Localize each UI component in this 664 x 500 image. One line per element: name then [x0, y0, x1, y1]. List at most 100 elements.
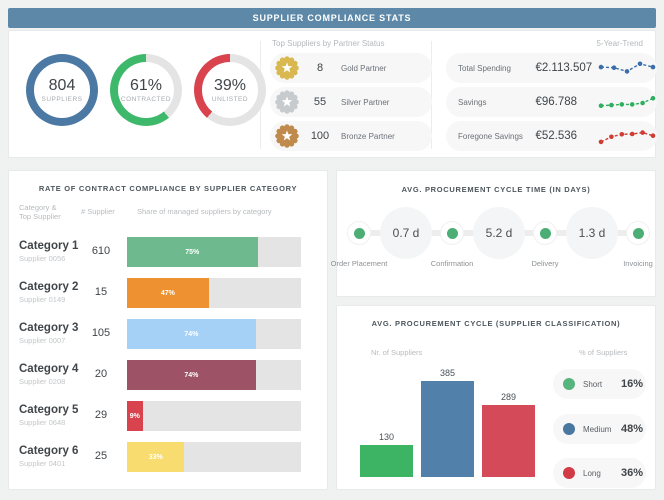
green-dot-icon [632, 227, 644, 239]
duration-bubble-2[interactable]: 5.2 d [473, 207, 525, 259]
legend-dot-long-icon [563, 467, 575, 479]
compliance-bar[interactable]: 74% [127, 319, 256, 349]
category-label: Category 1 [19, 240, 79, 252]
suppliers-count: 804 [48, 77, 76, 94]
compliance-bar-track: 47% [127, 278, 301, 308]
supplier-count: 105 [91, 327, 111, 339]
foregone-savings-label: Foregone Savings [458, 131, 523, 141]
category-label: Category 5 [19, 404, 79, 416]
compliance-bar[interactable]: 75% [127, 237, 258, 267]
compliance-row: Category 6 Supplier 0401 25 33% [9, 442, 327, 472]
gold-partner-row[interactable]: 8 Gold Partner [270, 53, 432, 83]
col-header-share: Share of managed suppliers by category [137, 207, 272, 216]
foregone-savings-sparkline [597, 124, 657, 148]
silver-partner-count: 55 [313, 96, 327, 108]
partner-status-heading: Top Suppliers by Partner Status [272, 39, 385, 48]
legend-dot-short-icon [563, 378, 575, 390]
legend-item-long[interactable]: Long 36% [553, 458, 646, 488]
total-spending-value: €2.113.507 [535, 62, 593, 74]
legend-item-short[interactable]: Short 16% [553, 369, 646, 399]
compliance-bar-track: 74% [127, 319, 301, 349]
compliance-row: Category 2 Supplier 0149 15 47% [9, 278, 327, 308]
bronze-partner-row[interactable]: 100 Bronze Partner [270, 121, 432, 151]
bronze-partner-label: Bronze Partner [341, 131, 395, 141]
compliance-bar[interactable]: 47% [127, 278, 209, 308]
dashboard-title: SUPPLIER COMPLIANCE STATS [8, 8, 656, 28]
compliance-row: Category 5 Supplier 0648 29 9% [9, 401, 327, 431]
legend-percent-medium: 48% [621, 423, 644, 435]
kpi-panel: 804 SUPPLIERS 61% CONTRACTED 39% UNLISTED T… [8, 30, 657, 158]
compliance-percent-label: 74% [184, 330, 199, 338]
stage-node-confirmation[interactable] [441, 222, 463, 244]
classification-panel: AVG. PROCUREMENT CYCLE (SUPPLIER CLASSIF… [336, 305, 656, 490]
top-supplier-label: Supplier 0648 [19, 418, 66, 427]
category-label: Category 3 [19, 322, 79, 334]
cycle-time-panel: AVG. PROCUREMENT CYCLE TIME (IN DAYS) 0.… [331, 170, 656, 297]
unlisted-donut-chart[interactable]: 39% UNLISTED [194, 54, 266, 126]
supplier-count: 29 [94, 409, 108, 421]
stage-label-delivery: Delivery [531, 259, 559, 268]
five-year-trend-heading: 5-Year-Trend [596, 39, 643, 48]
medium-bar [421, 381, 474, 477]
long-bar-column[interactable]: 289 [482, 392, 535, 477]
foregone-savings-value: €52.536 [535, 130, 578, 142]
compliance-bar[interactable]: 9% [127, 401, 143, 431]
legend-item-medium[interactable]: Medium 48% [553, 414, 646, 444]
short-bar-value: 130 [378, 432, 395, 442]
total-spending-sparkline [597, 56, 657, 80]
stage-label-order-placement: Order Placement [330, 259, 388, 268]
left-axis-label: Nr. of Suppliers [371, 348, 423, 357]
savings-sparkline [597, 90, 657, 114]
short-bar-column[interactable]: 130 [360, 432, 413, 477]
savings-row[interactable]: Savings €96.788 [446, 87, 657, 117]
top-supplier-label: Supplier 0007 [19, 336, 66, 345]
contracted-donut-chart[interactable]: 61% CONTRACTED [110, 54, 182, 126]
savings-label: Savings [458, 97, 487, 107]
total-spending-row[interactable]: Total Spending €2.113.507 [446, 53, 657, 83]
total-spending-label: Total Spending [458, 63, 511, 73]
gold-partner-label: Gold Partner [341, 63, 387, 73]
stage-node-delivery[interactable] [534, 222, 556, 244]
compliance-row: Category 4 Supplier 0208 20 74% [9, 360, 327, 390]
foregone-savings-row[interactable]: Foregone Savings €52.536 [446, 121, 657, 151]
silver-partner-row[interactable]: 55 Silver Partner [270, 87, 432, 117]
compliance-percent-label: 9% [129, 412, 140, 420]
contracted-percent: 61% [129, 77, 163, 94]
supplier-count: 15 [94, 286, 108, 298]
bronze-partner-count: 100 [310, 130, 330, 142]
legend-label-short: Short [583, 379, 603, 389]
medium-bar-column[interactable]: 385 [421, 368, 474, 477]
contracted-label: CONTRACTED [120, 96, 172, 103]
compliance-bar[interactable]: 74% [127, 360, 256, 390]
cycle-time-title: AVG. PROCUREMENT CYCLE TIME (IN DAYS) [401, 185, 591, 194]
unlisted-percent: 39% [213, 77, 247, 94]
compliance-bar-track: 74% [127, 360, 301, 390]
suppliers-label: SUPPLIERS [41, 96, 83, 103]
stage-node-order-placement[interactable] [348, 222, 370, 244]
duration-bubble-1[interactable]: 0.7 d [380, 207, 432, 259]
stage-node-invoicing[interactable] [627, 222, 649, 244]
col-header-count: # Supplier [81, 207, 115, 216]
bronze-badge-icon [275, 124, 299, 148]
compliance-row: Category 3 Supplier 0007 105 74% [9, 319, 327, 349]
right-axis-label: % of Suppliers [579, 348, 628, 357]
gold-badge-icon [275, 56, 299, 80]
category-label: Category 6 [19, 445, 79, 457]
gold-partner-count: 8 [316, 62, 324, 74]
suppliers-donut-chart[interactable]: 804 SUPPLIERS [26, 54, 98, 126]
silver-partner-label: Silver Partner [341, 97, 390, 107]
compliance-percent-label: 47% [160, 289, 175, 297]
top-supplier-label: Supplier 0149 [19, 295, 66, 304]
col-header-category: Category & Top Supplier [19, 203, 61, 221]
duration-bubble-3[interactable]: 1.3 d [566, 207, 618, 259]
long-bar [482, 405, 535, 477]
unlisted-label: UNLISTED [211, 96, 249, 103]
green-dot-icon [353, 227, 365, 239]
compliance-bar-track: 9% [127, 401, 301, 431]
compliance-percent-label: 74% [184, 371, 199, 379]
stage-label-invoicing: Invoicing [623, 259, 653, 268]
compliance-bar[interactable]: 33% [127, 442, 185, 472]
legend-label-long: Long [583, 468, 601, 478]
compliance-row: Category 1 Supplier 0056 610 75% [9, 237, 327, 267]
category-label: Category 2 [19, 281, 79, 293]
